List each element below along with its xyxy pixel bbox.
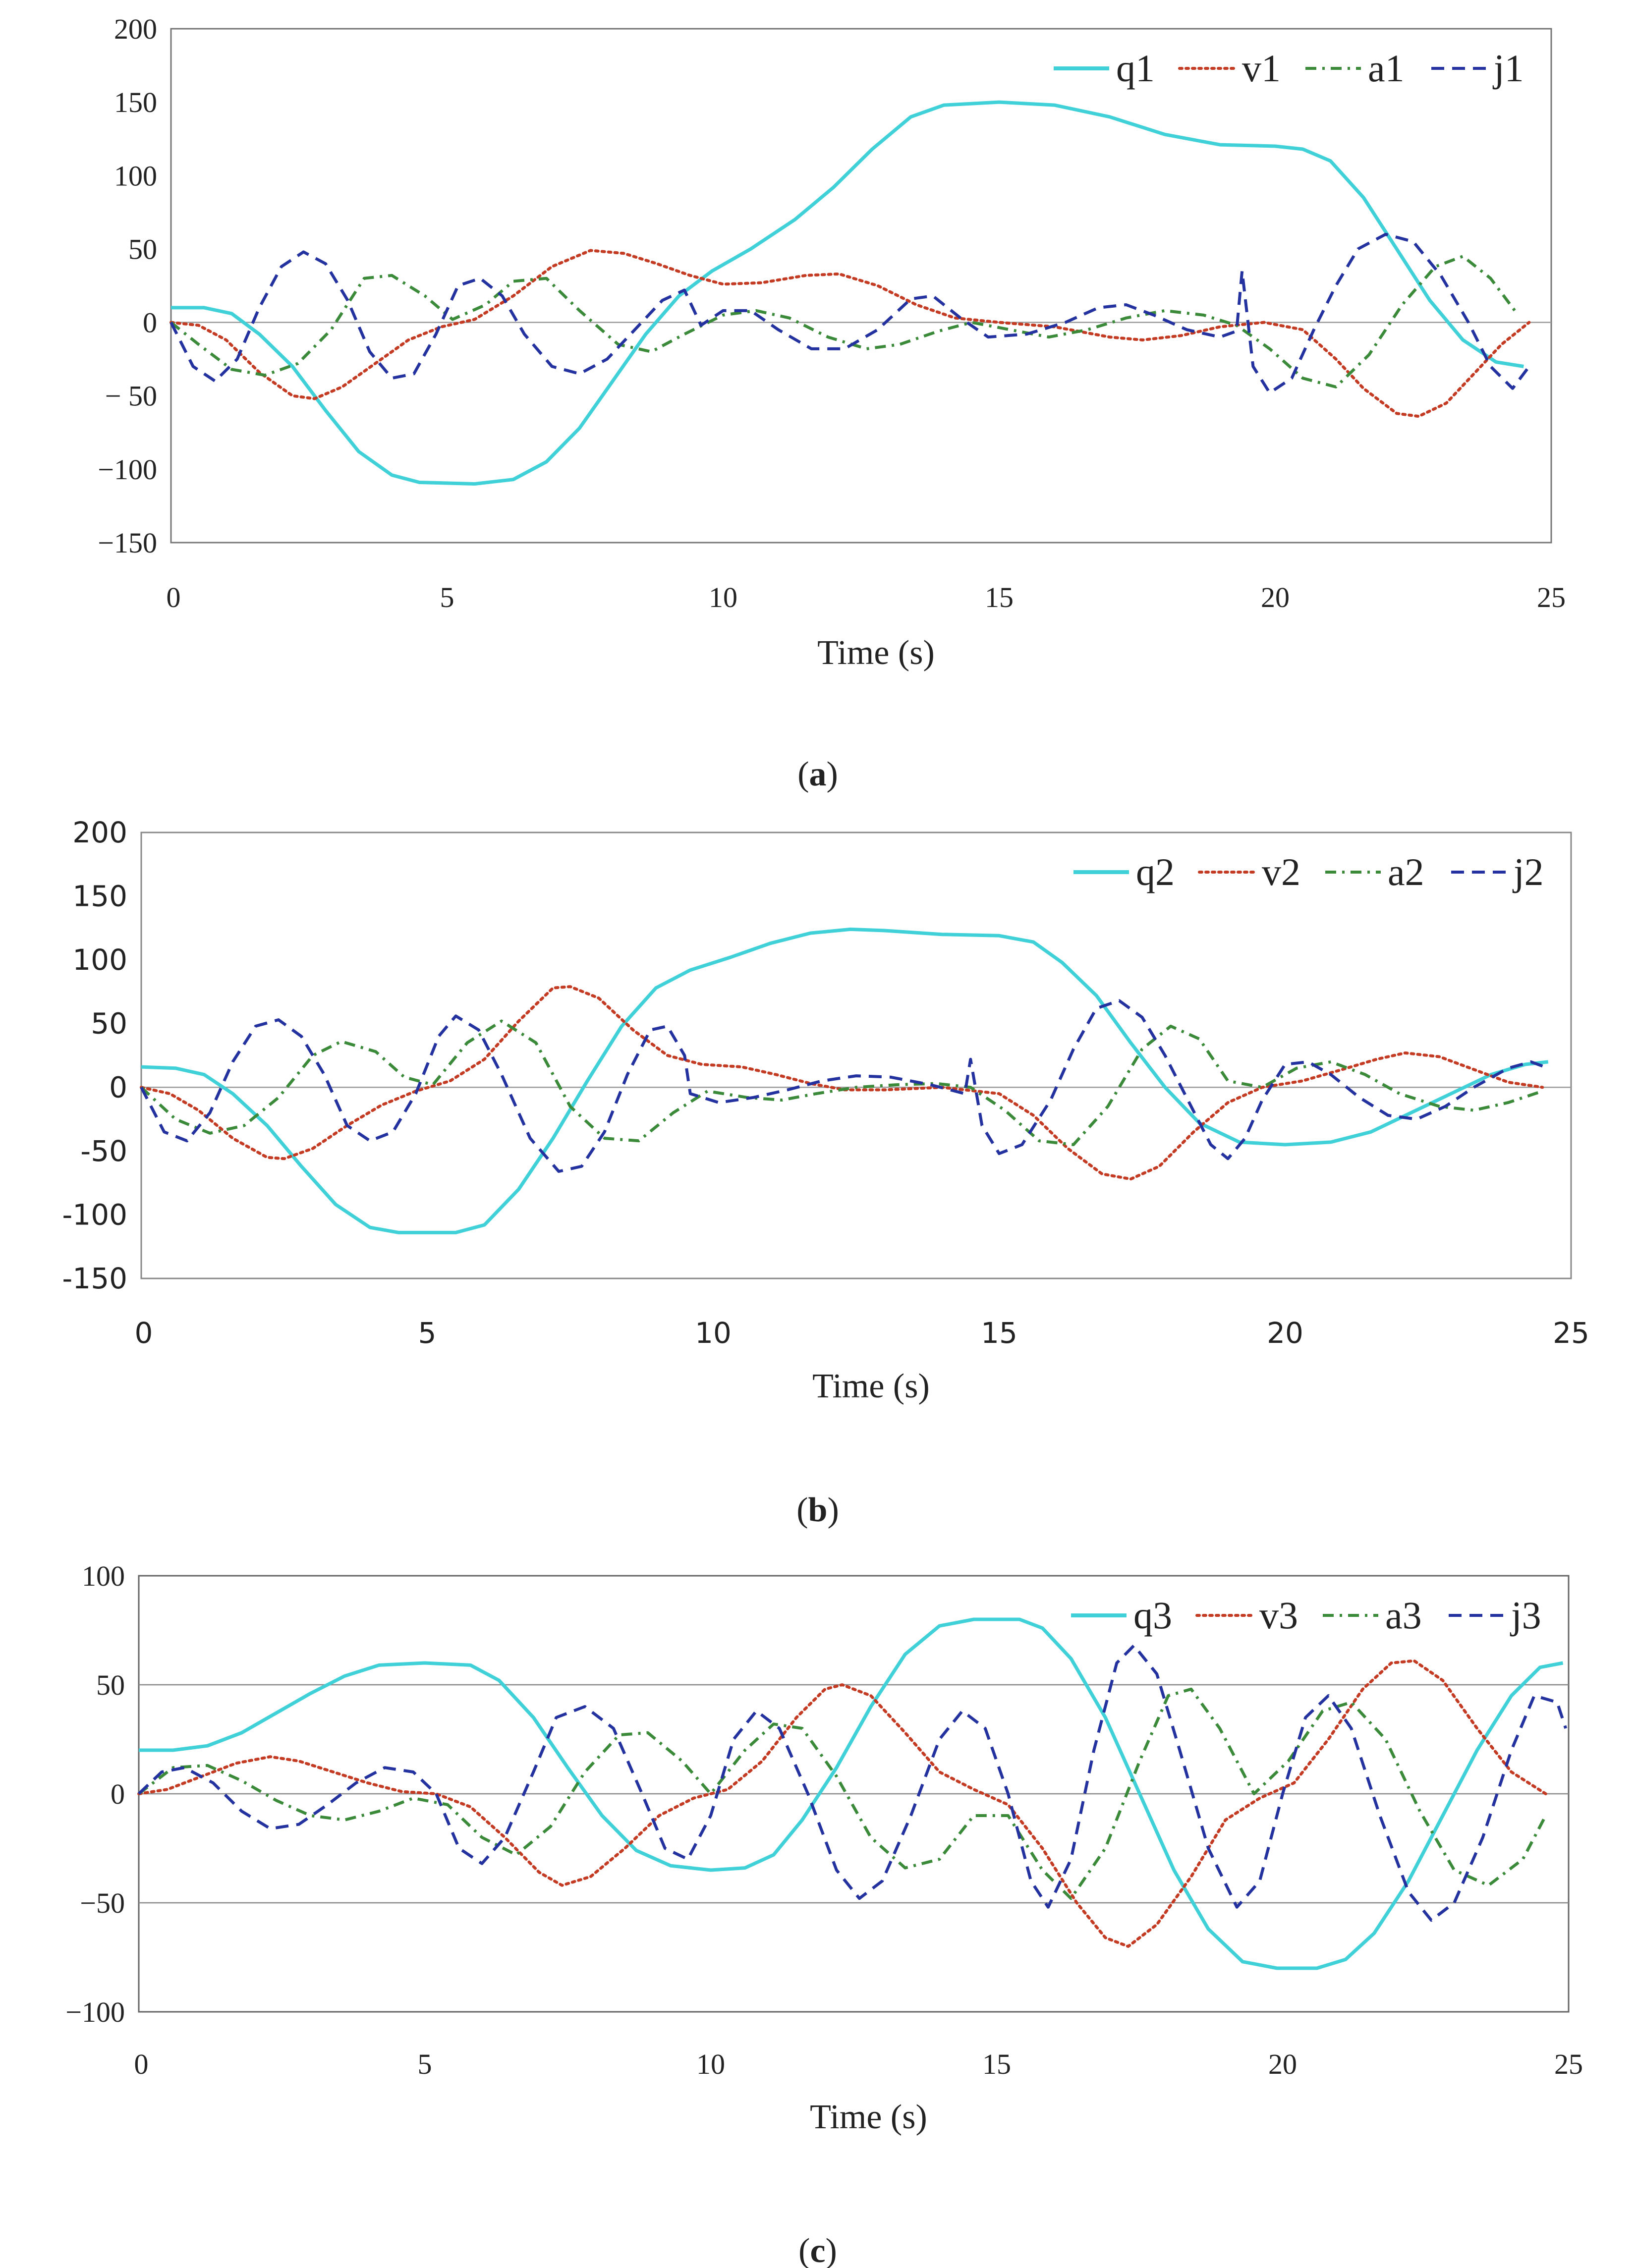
legend: q3 v3 a3 j3 (1071, 1594, 1541, 1637)
series-line-j3 (137, 1644, 1568, 1922)
legend-label-j2: j2 (1512, 850, 1544, 893)
x-tick-label: 20 (1267, 1316, 1303, 1350)
y-tick-label: −150 (98, 527, 157, 559)
legend: q2 v2 a2 j2 (1073, 850, 1544, 893)
y-tick-label: −100 (98, 453, 157, 486)
x-tick-label: 10 (709, 581, 737, 613)
x-tick-label: 5 (418, 2048, 432, 2080)
x-tick-label: 25 (1537, 581, 1566, 613)
y-tick-label: 200 (114, 13, 157, 45)
y-tick-label: 100 (82, 1560, 125, 1592)
y-tick-label: -100 (62, 1198, 127, 1231)
x-tick-label: 25 (1553, 1316, 1589, 1350)
y-tick-label: − 50 (105, 380, 157, 412)
caption-b: (b) (796, 1491, 839, 1529)
legend-label-a3: a3 (1385, 1594, 1422, 1637)
legend-label-v3: v3 (1259, 1594, 1298, 1637)
y-tick-label: -150 (62, 1262, 127, 1295)
series-line-j2 (140, 999, 1549, 1173)
x-tick-label: 15 (982, 2048, 1011, 2080)
plot-area (170, 28, 1552, 544)
y-tick-label: 0 (143, 307, 157, 339)
legend-label-v2: v2 (1262, 850, 1300, 893)
series-line-q2 (141, 927, 1549, 1234)
legend-label-q2: q2 (1136, 850, 1175, 893)
y-tick-label: 0 (109, 1070, 127, 1104)
y-tick-label: −50 (80, 1887, 125, 1919)
y-tick-label: 0 (111, 1778, 125, 1810)
series-line-a1 (170, 255, 1520, 388)
series-line-a3 (138, 1687, 1547, 1900)
x-tick-label: 25 (1554, 2048, 1583, 2080)
series-line-q1 (171, 100, 1524, 486)
y-tick-label: 100 (72, 943, 127, 977)
x-tick-label: 20 (1268, 2048, 1297, 2080)
y-tick-label: -50 (80, 1134, 127, 1168)
x-tick-label: 5 (418, 1316, 437, 1350)
x-tick-label: 0 (135, 1316, 153, 1350)
caption-a: (a) (797, 755, 838, 793)
y-tick-label: 150 (114, 86, 157, 118)
series-line-q3 (139, 1617, 1564, 1970)
series-line-a2 (140, 1019, 1543, 1146)
x-tick-label: 15 (981, 1316, 1017, 1350)
y-tick-label: 100 (114, 160, 157, 192)
y-tick-label: 50 (91, 1007, 127, 1041)
x-tick-label: 20 (1261, 581, 1290, 613)
plot-area (140, 831, 1572, 1279)
legend-label-j1: j1 (1492, 47, 1524, 90)
series-line-j1 (169, 232, 1530, 394)
y-tick-label: 50 (96, 1669, 125, 1701)
legend-label-q3: q3 (1133, 1594, 1172, 1637)
y-tick-label: 200 (72, 816, 127, 849)
legend-label-j3: j3 (1510, 1594, 1541, 1637)
x-tick-label: 10 (696, 2048, 725, 2080)
x-tick-label: 0 (134, 2048, 149, 2080)
y-tick-label: −100 (65, 1996, 125, 2028)
series-line-v3 (137, 1659, 1547, 1948)
x-tick-label: 15 (985, 581, 1014, 613)
y-tick-label: 50 (128, 233, 157, 265)
caption-c: (c) (798, 2232, 837, 2268)
x-axis-label: Time (s) (817, 634, 935, 672)
x-tick-label: 0 (167, 581, 181, 613)
legend: q1 v1 a1 j1 (1054, 47, 1524, 90)
chart-panel-a: 200 150 100 50 0 − 50 −100 −150 0 5 10 15 20 25 Time (… (98, 13, 1566, 672)
series-line-v2 (140, 985, 1544, 1181)
chart-panel-c: 100 50 0 −50 −100 0 5 10 15 20 25 Time (s) q3 v3 a3 j3 (65, 1560, 1583, 2136)
legend-label-a1: a1 (1368, 47, 1405, 90)
legend-label-v1: v1 (1242, 47, 1281, 90)
x-axis-label: Time (s) (812, 1367, 930, 1405)
x-tick-label: 5 (440, 581, 454, 613)
y-tick-label: 150 (72, 880, 127, 913)
legend-label-a2: a2 (1388, 850, 1424, 893)
x-tick-label: 10 (695, 1316, 732, 1350)
legend-label-q1: q1 (1116, 47, 1155, 90)
x-axis-label: Time (s) (810, 2098, 927, 2136)
